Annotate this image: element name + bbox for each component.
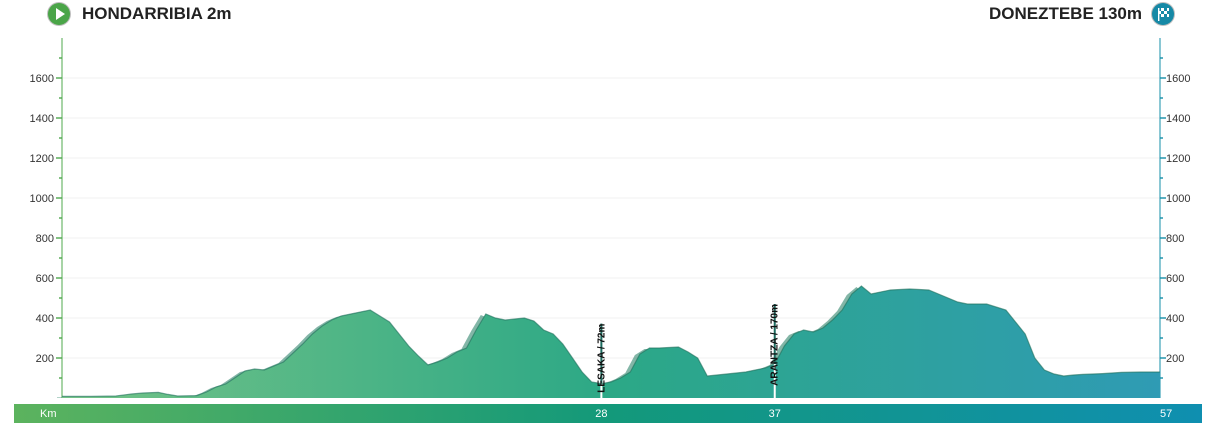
y-tick-label-left: 1200 bbox=[30, 153, 54, 165]
y-tick-label-right: 800 bbox=[1166, 233, 1184, 245]
profile-area bbox=[62, 286, 1160, 398]
y-tick-label-left: 1400 bbox=[30, 113, 54, 125]
checkered-flag-icon bbox=[1152, 3, 1174, 25]
marker-label: ARANTZA / 170m bbox=[770, 304, 781, 386]
x-axis-label: Km bbox=[40, 408, 57, 420]
finish-label: DONEZTEBE 130m bbox=[988, 4, 1142, 23]
y-tick-label-left: 400 bbox=[36, 313, 54, 325]
x-tick-label: 28 bbox=[595, 408, 607, 420]
y-tick-label-right: 1200 bbox=[1166, 153, 1190, 165]
y-tick-label-right: 400 bbox=[1166, 313, 1184, 325]
y-tick-label-left: 600 bbox=[36, 273, 54, 285]
x-tick-label: 57 bbox=[1160, 408, 1172, 420]
play-icon bbox=[48, 3, 70, 25]
y-tick-label-left: 1600 bbox=[30, 73, 54, 85]
y-tick-label-left: 200 bbox=[36, 353, 54, 365]
y-tick-label-right: 200 bbox=[1166, 353, 1184, 365]
y-tick-label-right: 1600 bbox=[1166, 73, 1190, 85]
y-tick-label-right: 1000 bbox=[1166, 193, 1190, 205]
y-tick-label-left: 800 bbox=[36, 233, 54, 245]
start-label: HONDARRIBIA 2m bbox=[82, 4, 232, 23]
profile-line bbox=[62, 285, 1160, 397]
y-tick-label-right: 1400 bbox=[1166, 113, 1190, 125]
y-tick-label-left: 1000 bbox=[30, 193, 54, 205]
km-bar bbox=[14, 404, 1202, 423]
finish-header: DONEZTEBE 130m bbox=[989, 3, 1174, 25]
y-tick-label-right: 600 bbox=[1166, 273, 1184, 285]
marker-label: LESAKA / 72m bbox=[596, 323, 607, 392]
x-tick-label: 37 bbox=[769, 408, 781, 420]
start-header: HONDARRIBIA 2m bbox=[48, 3, 232, 25]
